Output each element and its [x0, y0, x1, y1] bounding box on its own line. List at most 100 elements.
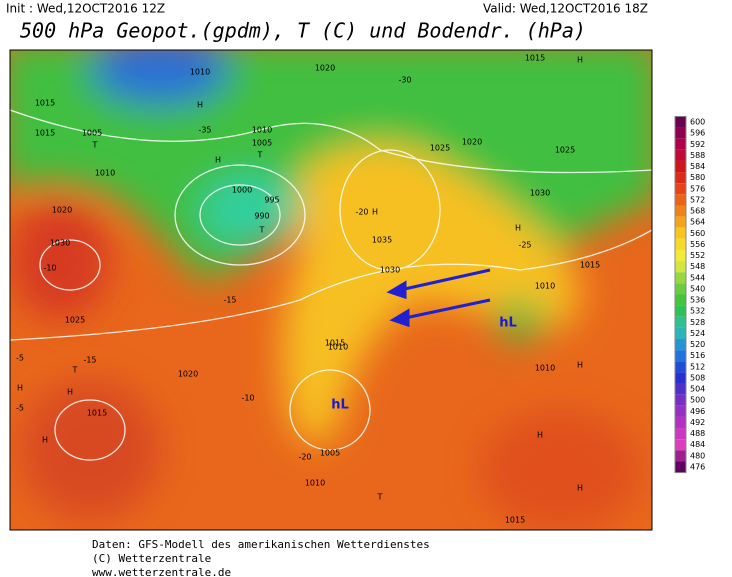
map-label: 1015 — [35, 129, 55, 138]
map-label: -20 — [355, 208, 368, 217]
colorbar-tick-label: 488 — [690, 429, 705, 438]
colorbar-tick-label: 512 — [690, 362, 705, 371]
map-label: 1030 — [50, 239, 70, 248]
colorbar-cell — [675, 261, 686, 273]
colorbar-cell — [675, 238, 686, 250]
colorbar-tick-label: 560 — [690, 229, 705, 238]
colorbar-cell — [675, 461, 686, 473]
map-label: 1020 — [178, 370, 198, 379]
map-label: -25 — [518, 241, 531, 250]
map-label: 1035 — [372, 236, 392, 245]
map-label: -5 — [16, 354, 24, 363]
colorbar-cell — [675, 316, 686, 328]
colorbar-cell — [675, 194, 686, 206]
map-label: 1010 — [535, 364, 555, 373]
map-label: H — [17, 384, 23, 393]
map-label: 1000 — [232, 186, 252, 195]
map-label: 1015 — [325, 339, 345, 348]
colorbar-tick-label: 496 — [690, 407, 705, 416]
colorbar-tick-label: 528 — [690, 318, 705, 327]
colorbar-tick-label: 480 — [690, 451, 705, 460]
map-label: 1010 — [190, 68, 210, 77]
colorbar-cell — [675, 450, 686, 462]
map-label: 1030 — [380, 266, 400, 275]
map-title: 500 hPa Geopot.(gpdm), T (C) und Bodendr… — [20, 19, 586, 43]
map-label: H — [515, 224, 521, 233]
colorbar-tick-label: 548 — [690, 262, 705, 271]
map-label: -10 — [241, 394, 254, 403]
colorbar-tick-label: 600 — [690, 118, 705, 127]
map-label: 1020 — [462, 138, 482, 147]
colorbar-cell — [675, 339, 686, 351]
colorbar-tick-label: 484 — [690, 440, 705, 449]
colorbar-cell — [675, 361, 686, 373]
map-label: 990 — [254, 212, 269, 221]
colorbar-tick-label: 524 — [690, 329, 705, 338]
map-label: hL — [499, 316, 517, 331]
valid-time: Valid: Wed,12OCT2016 18Z — [483, 2, 648, 16]
colorbar-cell — [675, 138, 686, 150]
colorbar-tick-label: 532 — [690, 307, 705, 316]
map-label: T — [377, 493, 383, 502]
colorbar-tick-label: 572 — [690, 195, 705, 204]
colorbar-cell — [675, 428, 686, 440]
map-label: 1025 — [65, 316, 85, 325]
map-label: 1015 — [580, 261, 600, 270]
map-label: 1020 — [52, 206, 72, 215]
colorbar-tick-label: 556 — [690, 240, 705, 249]
colorbar-cell — [675, 372, 686, 384]
map-label: H — [537, 431, 543, 440]
colorbar-cell — [675, 439, 686, 451]
colorbar-cell — [675, 350, 686, 362]
map-label: 1015 — [505, 516, 525, 525]
map-label: H — [42, 436, 48, 445]
map-label: H — [577, 361, 583, 370]
colorbar-cell — [675, 383, 686, 395]
map-label: -15 — [223, 296, 236, 305]
map-label: -35 — [198, 126, 211, 135]
colorbar-cell — [675, 183, 686, 195]
colorbar-tick-label: 540 — [690, 284, 705, 293]
footer-line: (C) Wetterzentrale — [92, 552, 211, 565]
map-label: -30 — [398, 76, 411, 85]
colorbar-tick-label: 500 — [690, 396, 705, 405]
map-label: 1025 — [555, 146, 575, 155]
colorbar-tick-label: 476 — [690, 463, 705, 472]
map-label: 1010 — [535, 282, 555, 291]
colorbar-cell — [675, 205, 686, 217]
colorbar-tick-label: 492 — [690, 418, 705, 427]
map-label: 1010 — [95, 169, 115, 178]
colorbar-cell — [675, 216, 686, 228]
colorbar-tick-label: 536 — [690, 296, 705, 305]
colorbar-cell — [675, 127, 686, 139]
colorbar-tick-label: 588 — [690, 151, 705, 160]
colorbar-cell — [675, 172, 686, 184]
map-label: 1015 — [35, 99, 55, 108]
colorbar-frame — [674, 115, 687, 474]
map-label: H — [215, 156, 221, 165]
colorbar-cell — [675, 249, 686, 262]
colorbar-cell — [675, 327, 686, 340]
map-label: H — [577, 56, 583, 65]
map-label: T — [257, 151, 263, 160]
colorbar-tick-label: 576 — [690, 184, 705, 193]
map-label: 1005 — [320, 449, 340, 458]
colorbar-tick-label: 580 — [690, 173, 705, 182]
map-label: 1030 — [530, 189, 550, 198]
colorbar-tick-label: 596 — [690, 129, 705, 138]
colorbar-tick-label: 516 — [690, 351, 705, 360]
init-time: Init : Wed,12OCT2016 12Z — [6, 2, 165, 16]
colorbar-cell — [675, 160, 686, 173]
colorbar-cell — [675, 405, 686, 417]
map-label: 1010 — [305, 479, 325, 488]
map-label: -5 — [16, 404, 24, 413]
colorbar-tick-label: 584 — [690, 162, 705, 171]
colorbar-cell — [675, 149, 686, 161]
map-label: H — [577, 484, 583, 493]
map-label: 1010 — [252, 126, 272, 135]
map-frame — [9, 49, 653, 531]
colorbar-tick-label: 520 — [690, 340, 705, 349]
colorbar-cell — [675, 305, 686, 317]
map-label: 1020 — [315, 64, 335, 73]
